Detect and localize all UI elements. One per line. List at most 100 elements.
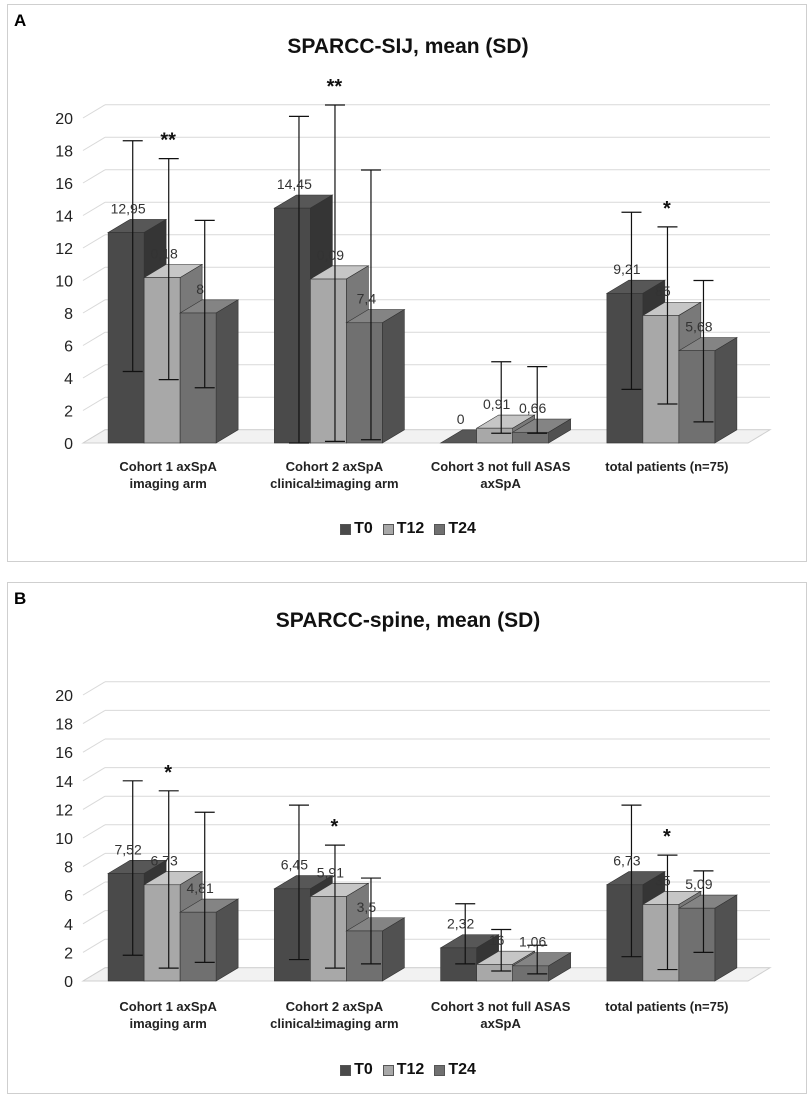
legend-label: T12 (396, 1061, 425, 1078)
y-tick-label: 4 (64, 917, 73, 934)
bar (606, 884, 644, 982)
x-tick-label: axSpA (480, 1016, 521, 1031)
y-tick-label: 2 (64, 404, 73, 421)
chart-plot: 0 2 4 6 8 10 12 14 16 18 20 12,95 0,18 8 Cohort 1 axSp… (55, 76, 772, 491)
legend-label: T0 (354, 520, 373, 537)
bar (346, 322, 383, 444)
chart-plot: 0 2 4 6 8 10 12 14 16 18 20 7,52 6,73 4,81 Cohort 1 ax… (55, 681, 772, 1031)
grid-line-depth (82, 709, 106, 725)
y-tick-label: 18 (55, 144, 73, 161)
y-tick-label: 18 (55, 717, 73, 734)
bar (476, 427, 513, 444)
bar (642, 904, 680, 982)
significance-marker: ** (327, 76, 343, 98)
bar-side (714, 894, 738, 982)
grid-line-depth (82, 852, 106, 868)
legend-swatch-icon (340, 1064, 352, 1076)
grid-line-depth (82, 767, 106, 782)
y-tick-label: 0 (64, 436, 73, 453)
legend-label: T24 (448, 520, 476, 537)
panel-letter: B (14, 589, 27, 608)
panel-a: A SPARCC-SIJ, mean (SD) 0 2 4 6 8 10 12 14 16 18 2… (7, 4, 807, 562)
legend-item-t12: T12 (382, 520, 424, 538)
legend: T0 T12 T24 (8, 1061, 808, 1079)
grid-line-depth (82, 136, 106, 151)
bar (512, 431, 549, 444)
data-label: 0,18 (151, 245, 178, 261)
x-tick-label: imaging arm (129, 1016, 206, 1031)
panel-b: B SPARCC-spine, mean (SD) 0 2 4 6 8 10 12 14 16 1… (7, 582, 807, 1094)
data-label: 1,06 (519, 934, 546, 950)
grid-line-depth (82, 201, 106, 216)
y-tick-label: 16 (55, 745, 73, 762)
data-label: 7,4 (357, 291, 377, 307)
y-tick-label: 12 (55, 241, 73, 258)
bar (107, 232, 145, 444)
data-label: 8 (196, 281, 204, 297)
y-tick-label: 20 (55, 688, 73, 705)
legend-label: T24 (448, 1061, 476, 1078)
grid-line-depth (82, 738, 106, 753)
data-label: 12,95 (111, 200, 146, 216)
x-tick-label: Cohort 2 axSpA (286, 459, 384, 474)
bar-side (382, 309, 405, 444)
significance-marker: * (330, 816, 338, 838)
x-tick-label: total patients (n=75) (605, 999, 728, 1014)
data-label: 0,66 (519, 400, 546, 416)
x-tick-label: Cohort 3 not full ASAS (431, 459, 571, 474)
y-tick-label: 14 (55, 774, 73, 791)
data-label: 2,32 (447, 916, 474, 932)
bar (310, 278, 347, 444)
bar (678, 907, 716, 982)
legend-label: T0 (354, 1061, 373, 1078)
y-tick-label: 6 (64, 339, 73, 356)
bar (143, 884, 181, 982)
significance-marker: * (663, 198, 671, 220)
grid-line-depth (82, 881, 106, 896)
data-label: 3,5 (357, 899, 377, 915)
data-label: 5,09 (685, 876, 712, 892)
data-label: 6,73 (151, 853, 178, 869)
data-label: 0 (457, 411, 465, 427)
y-tick-label: 10 (55, 831, 73, 848)
data-label: 0,09 (317, 247, 344, 263)
bar (476, 964, 513, 982)
significance-marker: ** (160, 130, 176, 152)
legend: T0 T12 T24 (8, 520, 808, 538)
data-label: 16 (489, 932, 505, 948)
grid-line-depth (82, 234, 106, 249)
y-tick-label: 0 (64, 974, 73, 991)
data-label: 9,21 (613, 261, 640, 277)
legend-item-t24: T24 (434, 520, 476, 538)
bar (606, 293, 644, 444)
legend-swatch-icon (382, 1064, 394, 1076)
grid-line-depth (82, 104, 106, 119)
significance-marker: * (164, 762, 172, 784)
y-tick-label: 4 (64, 371, 73, 388)
data-label: 5,91 (317, 864, 344, 880)
y-tick-label: 2 (64, 945, 73, 962)
legend-item-t0: T0 (340, 520, 373, 538)
y-tick-label: 20 (55, 111, 73, 128)
chart-title: SPARCC-spine, mean (SD) (275, 609, 541, 632)
data-label: 85 (655, 283, 671, 299)
x-tick-label: imaging arm (129, 476, 206, 491)
legend-swatch-icon (434, 1064, 446, 1076)
y-tick-label: 16 (55, 176, 73, 193)
data-label: 0,91 (483, 396, 510, 412)
grid-line-depth (82, 331, 106, 346)
x-tick-label: Cohort 2 axSpA (286, 999, 384, 1014)
grid-line-depth (82, 681, 106, 696)
bar (179, 312, 217, 444)
grid-line-depth (82, 396, 106, 411)
bar-side (215, 898, 239, 982)
grid-line-depth (82, 169, 106, 184)
legend-item-t0: T0 (340, 1061, 373, 1079)
x-tick-label: axSpA (480, 476, 521, 491)
data-label: 35 (655, 872, 671, 888)
x-tick-label: Cohort 3 not full ASAS (431, 999, 571, 1014)
bar (179, 911, 217, 982)
data-label: 6,45 (281, 857, 308, 873)
y-tick-label: 8 (64, 860, 73, 877)
grid-line-depth (82, 266, 106, 281)
